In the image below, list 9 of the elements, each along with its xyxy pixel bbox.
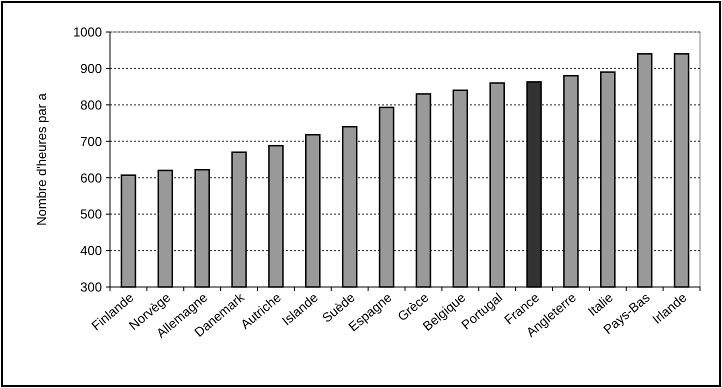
y-axis-title: Nombre d'heures par a — [34, 92, 49, 226]
y-tick-label: 1000 — [73, 24, 102, 40]
y-tick-label: 900 — [80, 60, 102, 76]
y-tick-label: 500 — [80, 206, 102, 222]
y-tick-label: 600 — [80, 170, 102, 186]
y-tick-label: 800 — [80, 97, 102, 112]
y-tick-label: 300 — [80, 280, 102, 295]
y-tick-label: 400 — [80, 243, 102, 258]
y-tick-label: 700 — [80, 134, 102, 149]
